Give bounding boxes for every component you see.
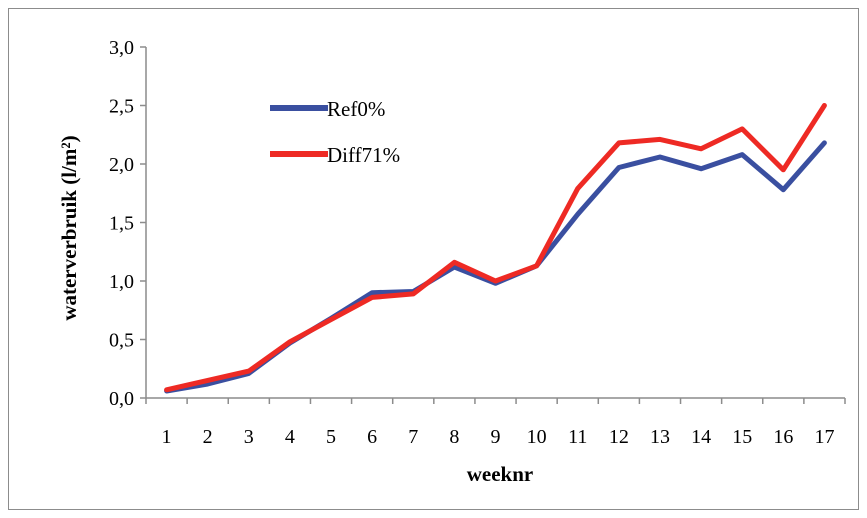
axes [145,47,845,399]
legend-label-2: Diff71% [327,143,400,167]
x-tick-label: 4 [285,426,295,448]
x-tick-label: 3 [244,426,254,448]
x-axis-title: weeknr [467,462,534,486]
y-tick-label: 2,5 [109,96,134,118]
x-ticks: 1 2 3 4 5 6 7 8 9 10 11 12 13 14 15 16 17 [145,398,846,448]
x-tick-label: 1 [162,426,172,448]
x-tick-label: 12 [609,426,629,448]
x-tick-label: 2 [203,426,213,448]
legend-label-1: Ref0% [327,97,385,121]
x-tick-label: 14 [691,426,711,448]
x-tick-label: 5 [326,426,336,448]
x-tick-label: 10 [527,426,547,448]
y-tick-label: 0,5 [109,330,134,352]
x-tick-label: 11 [568,426,587,448]
y-ticks: 0,0 0,5 1,0 1,5 2,0 2,5 3,0 [109,37,146,410]
x-tick-label: 6 [367,426,377,448]
legend: Ref0% Diff71% [270,97,400,167]
series-line-1 [164,140,827,394]
x-tick-label: 13 [650,426,670,448]
x-tick-label: 9 [491,426,501,448]
x-tick-label: 15 [732,426,752,448]
chart-frame [8,8,859,510]
y-tick-label: 0,0 [109,388,134,410]
y-axis-title: waterverbruik (l/m²) [57,135,81,320]
x-tick-label: 7 [408,426,418,448]
y-tick-label: 2,0 [109,154,134,176]
x-tick-label: 17 [814,426,834,448]
y-tick-label: 1,0 [109,271,134,293]
series-lines [164,103,827,394]
y-tick-label: 1,5 [109,213,134,235]
series-line-2 [164,103,827,393]
y-tick-label: 3,0 [109,37,134,59]
x-tick-label: 16 [773,426,793,448]
x-tick-label: 8 [449,426,459,448]
